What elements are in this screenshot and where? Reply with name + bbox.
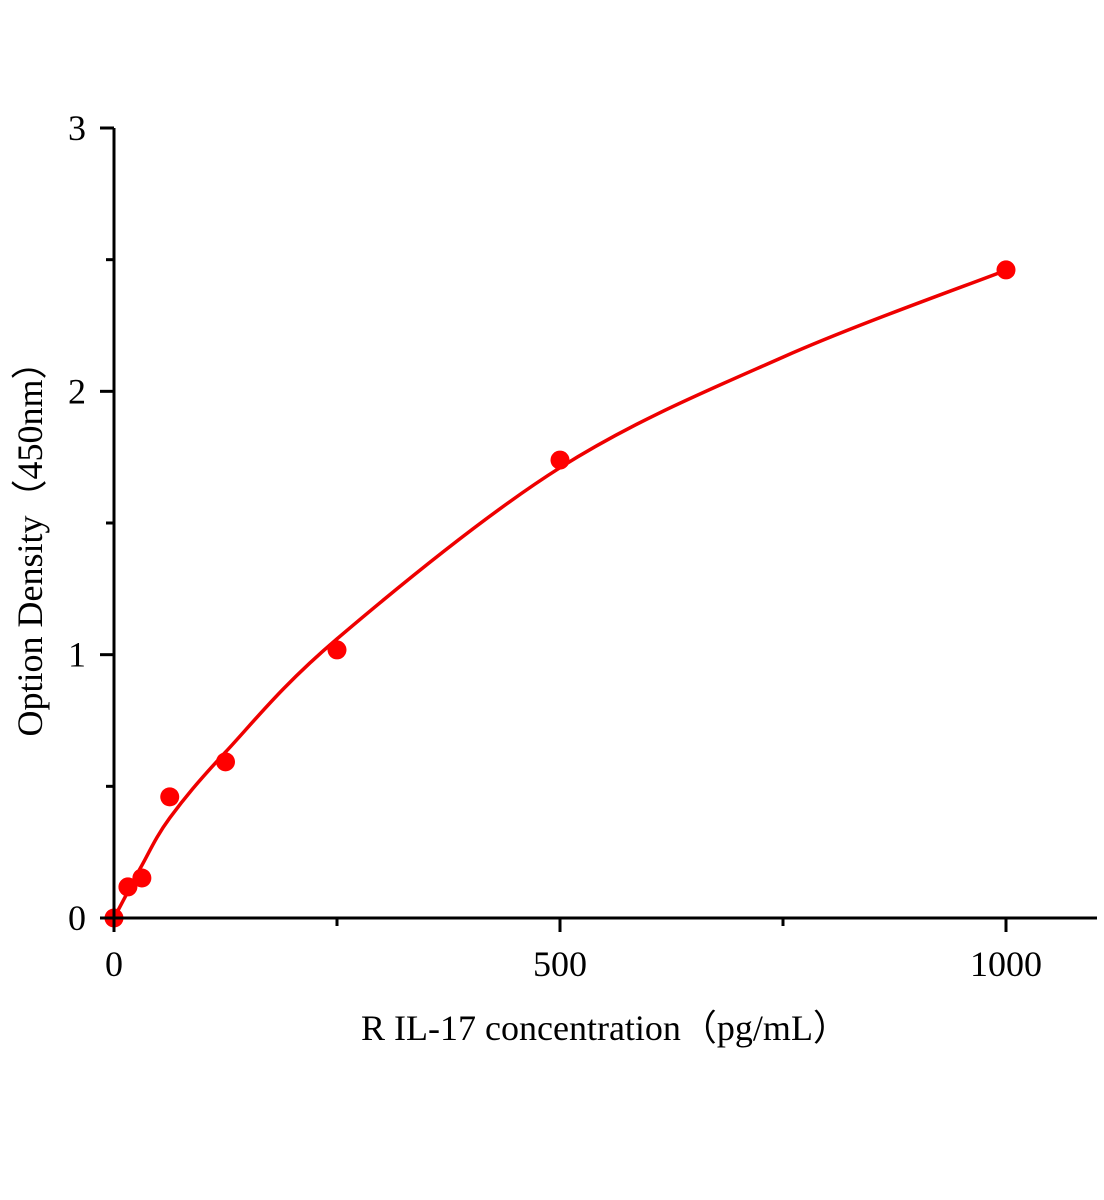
data-point: [996, 260, 1016, 280]
data-point: [132, 868, 152, 888]
data-point: [550, 450, 570, 470]
y-tick-label: 1: [68, 635, 86, 675]
data-point: [216, 752, 235, 772]
data-points-layer: [104, 260, 1016, 928]
y-tick-label: 2: [68, 371, 86, 411]
data-point: [118, 877, 138, 897]
data-point: [327, 640, 347, 660]
y-tick-label: 0: [68, 898, 86, 938]
x-tick-label: 0: [105, 944, 123, 984]
x-axis-title: R IL-17 concentration（pg/mL）: [361, 1008, 849, 1048]
fit-curve-layer: [112, 268, 1007, 919]
axes: 0 500 1000 0 1 2 3: [68, 108, 1097, 984]
x-tick-label: 500: [533, 944, 587, 984]
y-tick-label: 3: [68, 108, 86, 148]
data-point: [160, 787, 180, 807]
x-tick-label: 1000: [970, 944, 1042, 984]
y-axis-title: Option Density（450nm）: [10, 344, 50, 737]
fit-curve: [112, 268, 1007, 919]
